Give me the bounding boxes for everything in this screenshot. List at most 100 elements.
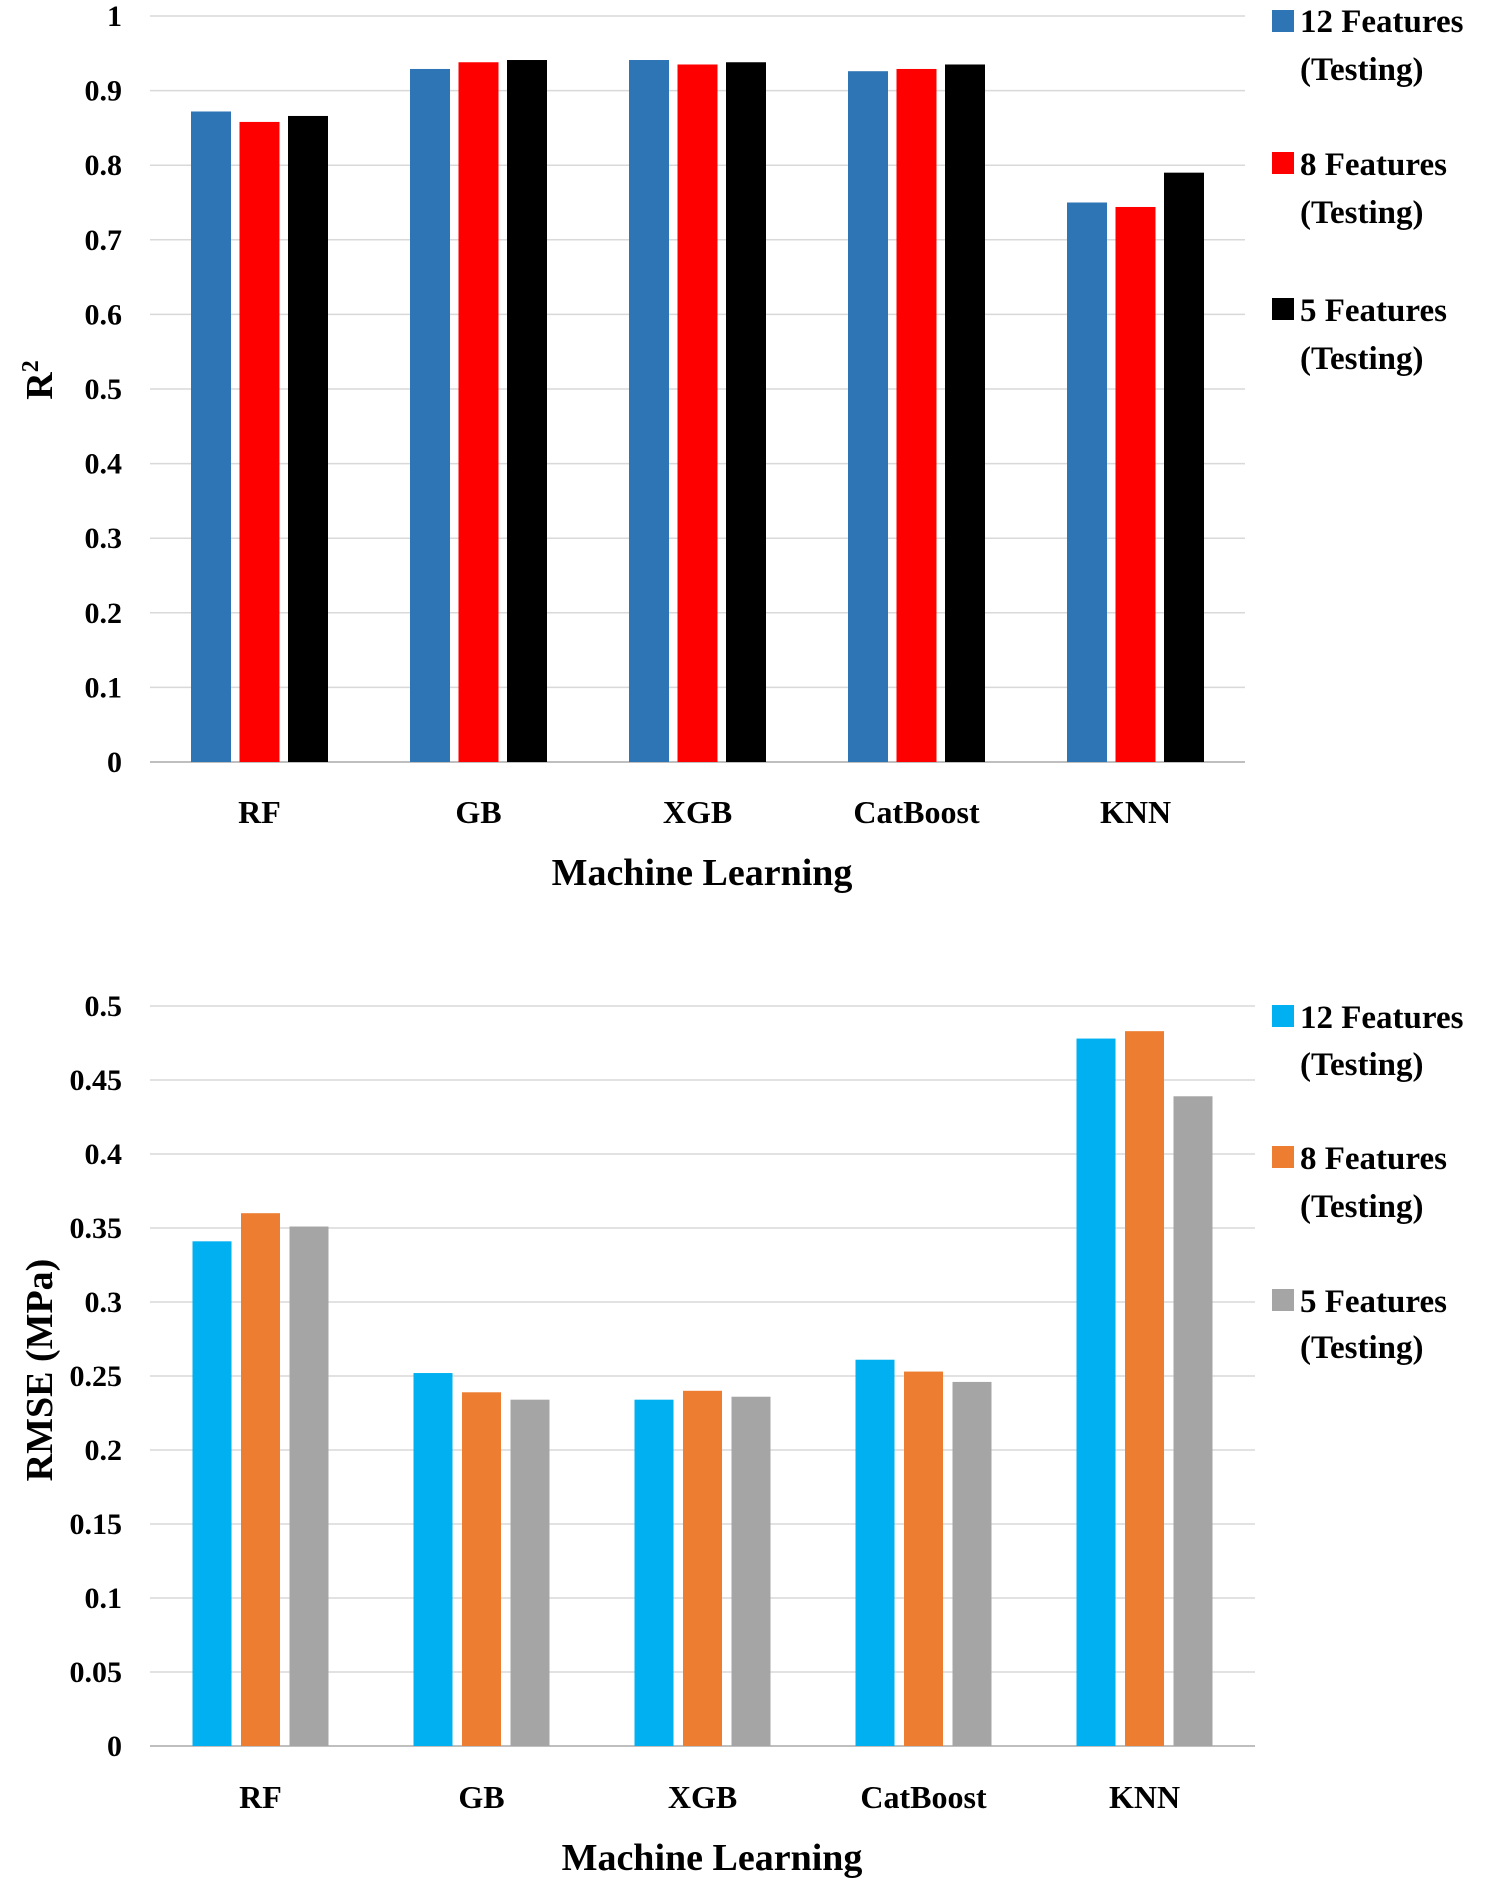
rmse-x-category-labels: RF GB XGB CatBoost KNN [239, 1779, 1180, 1815]
r2-bar-rf-12-features [191, 111, 231, 763]
rmse-bar-knn-5-features [1173, 1096, 1213, 1746]
r2-bar-knn-12-features [1067, 202, 1107, 762]
rmse-legend: 12 Features (Testing) 8 Features (Testin… [1272, 1000, 1464, 1366]
r2-y-axis-title-superscript: 2 [18, 360, 44, 372]
rmse-legend-item-12-features: 12 Features (Testing) [1272, 1000, 1464, 1083]
r2-x-label-rf: RF [238, 794, 281, 830]
rmse-y-axis-title: RMSE (MPa) [19, 1259, 61, 1482]
r2-legend-swatch-5-features [1272, 298, 1294, 320]
r2-bar-rf-8-features [239, 121, 280, 762]
r2-x-label-gb: GB [455, 794, 501, 830]
r2-bar-catboost-5-features [945, 64, 985, 763]
r2-bar-gb-12-features [410, 68, 450, 762]
rmse-bars [192, 1031, 1213, 1746]
r2-y-tick-0-6: 0.6 [85, 298, 123, 331]
r2-chart: 0 0.1 0.2 0.3 0.4 0.5 0.6 0.7 0.8 0.9 1 RF GB XGB Cat… [18, 0, 1464, 894]
r2-y-tick-0: 0 [107, 746, 122, 779]
r2-legend-label-12-features-line1: 12 Features [1300, 4, 1464, 40]
rmse-legend-swatch-5-features [1272, 1289, 1294, 1311]
r2-bar-xgb-12-features [629, 60, 669, 763]
rmse-bar-gb-12-features [413, 1373, 453, 1746]
rmse-legend-label-8-features-line2: (Testing) [1300, 1189, 1423, 1225]
rmse-bar-catboost-8-features [904, 1371, 943, 1746]
rmse-x-label-gb: GB [458, 1779, 504, 1815]
r2-y-tick-0-5: 0.5 [85, 373, 123, 406]
r2-y-axis-title-base: R [19, 372, 61, 400]
r2-y-tick-0-1: 0.1 [85, 671, 123, 704]
r2-bar-xgb-8-features [677, 64, 718, 763]
rmse-y-tick-0-35: 0.35 [70, 1212, 123, 1245]
r2-bar-gb-8-features [458, 62, 499, 762]
r2-bars [191, 60, 1204, 763]
rmse-legend-label-5-features-line1: 5 Features [1300, 1284, 1447, 1320]
rmse-bar-xgb-5-features [731, 1396, 771, 1746]
r2-y-tick-0-8: 0.8 [85, 149, 123, 182]
rmse-bar-xgb-8-features [683, 1390, 722, 1746]
rmse-legend-item-5-features: 5 Features (Testing) [1272, 1284, 1447, 1366]
r2-legend-swatch-12-features [1272, 10, 1294, 32]
rmse-bar-gb-8-features [462, 1392, 501, 1746]
rmse-y-tick-0-4: 0.4 [85, 1138, 123, 1171]
rmse-x-label-catboost: CatBoost [860, 1779, 987, 1815]
rmse-bar-knn-12-features [1076, 1038, 1116, 1746]
rmse-y-tick-0-3: 0.3 [85, 1286, 123, 1319]
r2-bar-catboost-12-features [848, 71, 888, 763]
rmse-y-tick-labels: 0 0.05 0.1 0.15 0.2 0.25 0.3 0.35 0.4 0.45 0.5 [70, 990, 123, 1763]
r2-bar-gb-5-features [507, 60, 547, 763]
r2-y-axis-title: R2 [18, 360, 61, 399]
rmse-legend-swatch-12-features [1272, 1005, 1294, 1027]
r2-bar-catboost-8-features [896, 68, 937, 762]
r2-y-tick-labels: 0 0.1 0.2 0.3 0.4 0.5 0.6 0.7 0.8 0.9 1 [85, 0, 123, 779]
r2-legend: 12 Features (Testing) 8 Features (Testin… [1272, 4, 1464, 377]
rmse-bar-catboost-12-features [855, 1359, 895, 1746]
r2-legend-label-8-features-line2: (Testing) [1300, 195, 1423, 231]
r2-legend-label-12-features-line2: (Testing) [1300, 52, 1423, 88]
r2-x-axis-title: Machine Learning [552, 852, 853, 894]
rmse-x-label-rf: RF [239, 1779, 282, 1815]
rmse-bar-xgb-12-features [634, 1399, 674, 1746]
rmse-y-tick-0-1: 0.1 [85, 1582, 123, 1615]
r2-x-label-xgb: XGB [663, 794, 732, 830]
r2-legend-item-12-features: 12 Features (Testing) [1272, 4, 1464, 88]
rmse-bar-gb-5-features [510, 1399, 550, 1746]
r2-y-tick-0-4: 0.4 [85, 448, 123, 481]
rmse-legend-label-12-features-line1: 12 Features [1300, 1000, 1464, 1036]
rmse-legend-label-8-features-line1: 8 Features [1300, 1141, 1447, 1177]
rmse-y-tick-0-5: 0.5 [85, 990, 123, 1023]
r2-x-label-catboost: CatBoost [853, 794, 980, 830]
r2-legend-item-8-features: 8 Features (Testing) [1272, 147, 1447, 231]
r2-legend-label-5-features-line1: 5 Features [1300, 293, 1447, 329]
rmse-bar-rf-8-features [241, 1213, 280, 1746]
rmse-chart: 0 0.05 0.1 0.15 0.2 0.25 0.3 0.35 0.4 0.45 0.5 RF G… [19, 990, 1464, 1879]
r2-x-label-knn: KNN [1100, 794, 1171, 830]
rmse-legend-item-8-features: 8 Features (Testing) [1272, 1141, 1447, 1225]
rmse-x-label-knn: KNN [1109, 1779, 1180, 1815]
r2-y-tick-0-7: 0.7 [85, 224, 123, 257]
rmse-y-tick-0-25: 0.25 [70, 1360, 123, 1393]
r2-legend-swatch-8-features [1272, 152, 1294, 174]
rmse-bar-knn-8-features [1125, 1031, 1164, 1746]
r2-y-tick-0-2: 0.2 [85, 597, 123, 630]
rmse-x-label-xgb: XGB [668, 1779, 737, 1815]
rmse-x-axis-title: Machine Learning [562, 1837, 863, 1879]
rmse-bar-rf-5-features [289, 1226, 329, 1746]
rmse-bar-catboost-5-features [952, 1381, 992, 1746]
r2-y-tick-0-3: 0.3 [85, 522, 123, 555]
r2-legend-label-8-features-line1: 8 Features [1300, 147, 1447, 183]
rmse-bar-rf-12-features [192, 1241, 232, 1746]
r2-x-category-labels: RF GB XGB CatBoost KNN [238, 794, 1171, 830]
rmse-y-tick-0-05: 0.05 [70, 1656, 123, 1689]
r2-y-tick-0-9: 0.9 [85, 75, 123, 108]
rmse-legend-label-5-features-line2: (Testing) [1300, 1330, 1423, 1366]
r2-legend-item-5-features: 5 Features (Testing) [1272, 293, 1447, 377]
r2-legend-label-5-features-line2: (Testing) [1300, 341, 1423, 377]
rmse-y-tick-0-15: 0.15 [70, 1508, 123, 1541]
rmse-y-tick-0-2: 0.2 [85, 1434, 123, 1467]
r2-bar-knn-8-features [1115, 206, 1156, 762]
r2-bar-xgb-5-features [726, 62, 766, 762]
r2-y-tick-1: 1 [107, 0, 122, 33]
r2-bar-rf-5-features [288, 115, 328, 763]
rmse-legend-label-12-features-line2: (Testing) [1300, 1047, 1423, 1083]
rmse-legend-swatch-8-features [1272, 1146, 1294, 1168]
